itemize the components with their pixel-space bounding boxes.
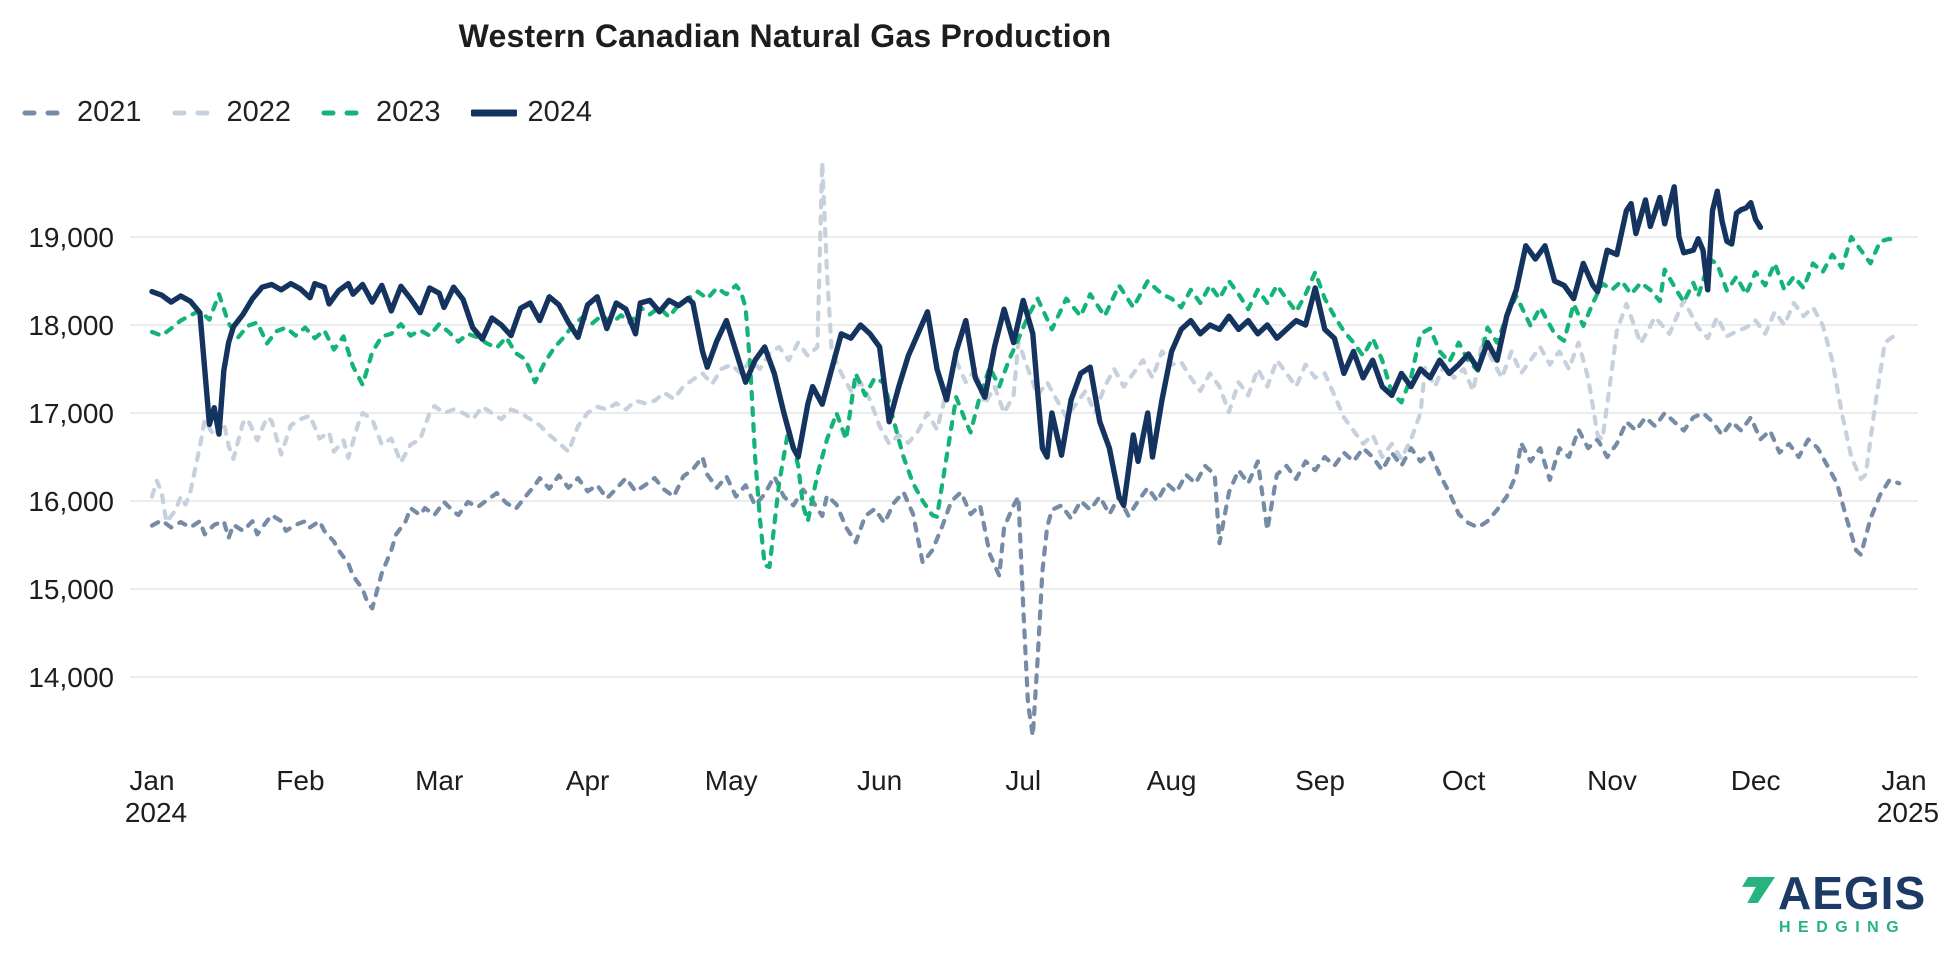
x-axis-label-May: May: [705, 765, 758, 796]
y-axis-labels: 14,000 15,000 16,000 17,000 18,000 19,000: [28, 222, 114, 693]
series-lines: [149, 160, 1902, 739]
x-axis-label-Jul: Jul: [1005, 765, 1041, 796]
y-axis-label-16000: 16,000: [28, 486, 114, 517]
x-axis-label-Apr: Apr: [566, 765, 610, 796]
series-line-2023[interactable]: [149, 234, 1897, 570]
x-axis-label-Jan2024: Jan: [129, 765, 174, 796]
legend-item-2021[interactable]: 2021: [22, 96, 142, 129]
aegis-logo: AEGIS HEDGING: [1742, 870, 1947, 937]
legend-label-2022: 2022: [226, 96, 292, 128]
legend-swatch-2022-icon: [172, 110, 216, 115]
y-axis-label-14000: 14,000: [28, 662, 114, 693]
legend-item-2023[interactable]: 2023: [321, 96, 441, 129]
y-axis-label-17000: 17,000: [28, 398, 114, 429]
x-axis-label-Jan2025: Jan: [1881, 765, 1926, 796]
series-line-2024[interactable]: [149, 184, 1764, 509]
legend-swatch-2021-icon: [22, 110, 66, 115]
x-axis-label-Mar: Mar: [415, 765, 463, 796]
x-axis-year-label-2024: 2024: [125, 797, 187, 828]
x-axis-label-Aug: Aug: [1147, 765, 1197, 796]
x-axis-label-Oct: Oct: [1442, 765, 1486, 796]
legend-swatch-2023-icon: [321, 110, 365, 115]
legend-item-2024[interactable]: 2024: [470, 96, 593, 129]
x-axis-label-Feb: Feb: [276, 765, 324, 796]
x-axis-label-Nov: Nov: [1587, 765, 1637, 796]
legend-label-2021: 2021: [77, 96, 142, 128]
x-axis-label-Jun: Jun: [857, 765, 902, 796]
aegis-logo-wordmark: AEGIS: [1778, 867, 1927, 919]
series-line-2022[interactable]: [149, 160, 1897, 525]
x-axis-label-Sep: Sep: [1295, 765, 1345, 796]
aegis-logo-subtitle: HEDGING: [1779, 919, 1907, 936]
series-line-2021[interactable]: [149, 410, 1902, 739]
chart-title: Western Canadian Natural Gas Production: [458, 18, 1112, 54]
x-axis-label-Dec: Dec: [1731, 765, 1781, 796]
legend-label-2024: 2024: [527, 96, 593, 128]
aegis-logo-mark-icon: [1742, 877, 1775, 903]
y-axis-label-19000: 19,000: [28, 222, 114, 253]
y-axis-label-15000: 15,000: [28, 574, 114, 605]
legend: 2021 2022 2023 2024: [22, 96, 592, 129]
y-axis-label-18000: 18,000: [28, 310, 114, 341]
legend-label-2023: 2023: [376, 96, 441, 128]
legend-swatch-2024-icon: [470, 109, 517, 116]
x-axis-year-label-2025: 2025: [1877, 797, 1939, 828]
legend-item-2022[interactable]: 2022: [172, 96, 292, 129]
